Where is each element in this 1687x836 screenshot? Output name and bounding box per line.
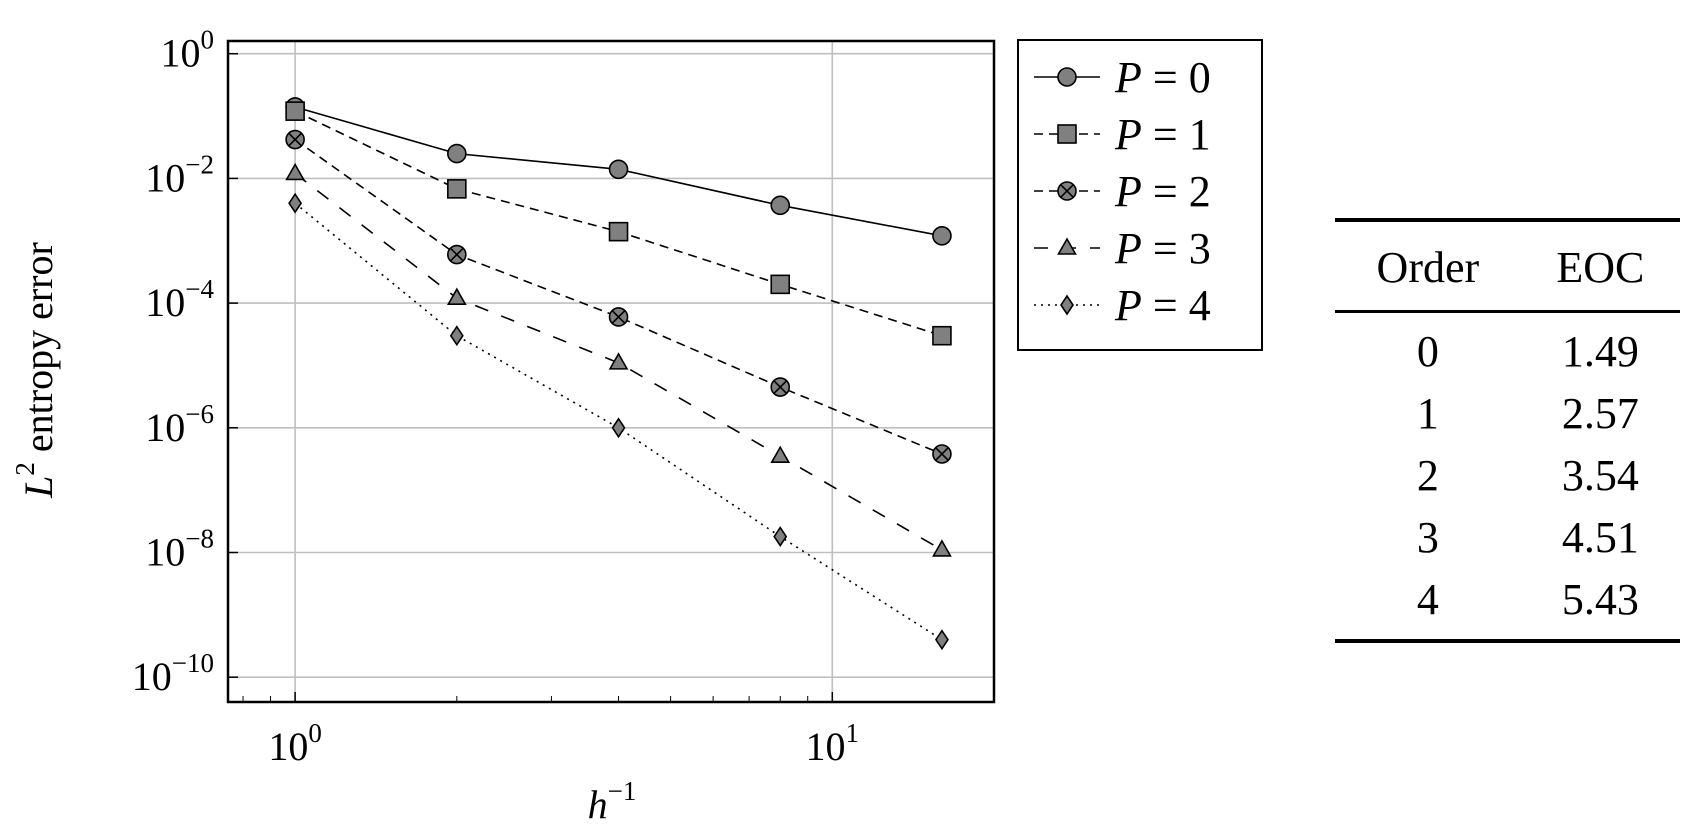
legend-label: P = 3 [1114,224,1211,273]
data-point [770,195,791,216]
y-axis-title: L2 entropy error [10,242,61,499]
y-tick-label: 10−6 [145,399,214,450]
grid [228,41,994,702]
eoc-cell: 2.57 [1561,389,1639,438]
y-tick-label: 100 [161,25,215,76]
data-point [773,526,788,548]
legend-label: P = 4 [1114,281,1211,330]
tick-labels: 100 101 100 10−2 10−4 10−6 10−8 10−10 [132,25,859,769]
data-point [608,221,629,242]
data-point [932,539,952,557]
data-point [285,162,305,181]
eoc-cell: 3.54 [1561,451,1639,500]
data-point [608,352,629,370]
data-point [608,159,629,180]
data-point [770,377,791,397]
convergence-chart: 100 101 100 10−2 10−4 10−6 10−8 10−10 h−1 L2 en… [10,25,1263,827]
data-point [447,179,467,199]
table-row: 3 4.51 [1335,507,1680,569]
data-point [285,101,305,121]
y-tick-label: 10−10 [132,648,214,699]
legend-label: P = 2 [1114,167,1211,216]
order-cell: 0 [1416,327,1439,376]
data-point [932,226,952,246]
data-point [446,287,467,305]
table-header-row: Order EOC [1335,220,1680,312]
column-header-order: Order [1376,242,1480,292]
x-tick-label: 100 [268,718,322,769]
legend-label: P = 1 [1114,110,1211,159]
series-line [294,172,943,551]
data-point [770,445,791,464]
data-point [447,143,467,164]
legend-entry: P = 0 [1034,53,1211,102]
series-1 [285,101,952,346]
legend-marker [1057,181,1077,201]
table-row: 4 5.43 [1335,569,1680,641]
legend-marker [1060,294,1074,316]
legend-entry: P = 2 [1034,167,1211,216]
eoc-table: Order EOC 0 1.49 1 2.57 2 3.54 3 4.51 4 … [1335,218,1680,643]
data-point [932,444,952,464]
legend-entry: P = 3 [1034,224,1211,273]
table-row: 0 1.49 [1335,312,1680,384]
data-point [285,129,305,150]
data-point [447,244,467,265]
legend-entry: P = 1 [1034,110,1211,159]
eoc-cell: 1.49 [1561,327,1639,376]
x-tick-label: 101 [806,718,860,769]
table-row: 2 3.54 [1335,445,1680,507]
series-line [294,138,943,455]
order-cell: 4 [1416,575,1439,624]
legend-marker [1057,124,1077,144]
data-point [288,192,303,214]
eoc-cell: 5.43 [1561,575,1639,624]
series-3 [285,162,952,557]
column-header-eoc: EOC [1556,242,1645,292]
order-cell: 2 [1416,451,1439,500]
y-tick-label: 10−4 [145,274,214,325]
series-layer [285,97,952,651]
eoc-cell: 4.51 [1561,513,1639,562]
table-row: 1 2.57 [1335,383,1680,445]
x-axis-title: h−1 [588,776,637,827]
data-point [449,325,464,347]
legend-entry: P = 4 [1034,281,1211,330]
y-tick-label: 10−2 [145,149,214,200]
plot-frame [226,39,996,704]
y-tick-label: 10−8 [145,523,214,574]
order-cell: 1 [1416,389,1439,438]
legend-marker [1057,67,1077,87]
order-cell: 3 [1416,513,1439,562]
data-point [608,307,629,327]
legend-label: P = 0 [1114,53,1211,102]
ticks [228,52,834,702]
legend-marker [1057,237,1077,255]
series-4 [288,192,949,651]
data-point [934,629,949,651]
data-point [770,274,791,295]
legend: P = 0 P = 1 P = 2 P = 3 P = 4 [1017,39,1263,351]
data-point [611,417,626,439]
data-point [932,325,952,346]
series-2 [285,129,952,464]
